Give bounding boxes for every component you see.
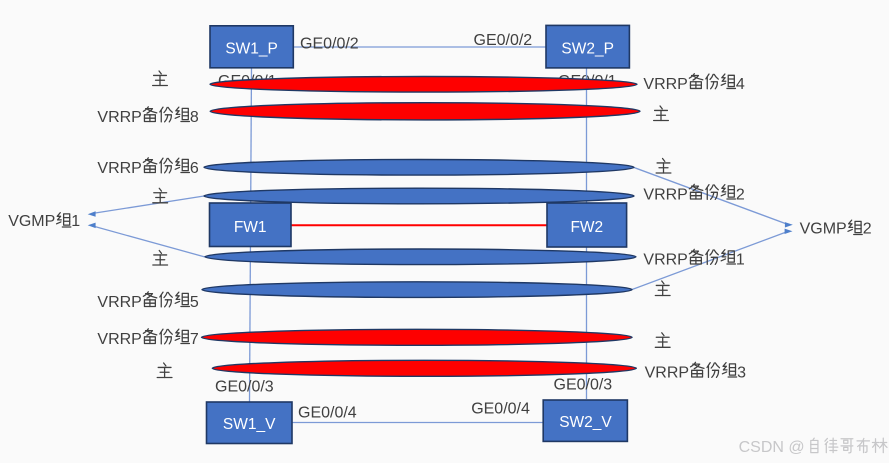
svg-text:CSDN @: CSDN @	[739, 439, 805, 456]
svg-text:VGMP: VGMP	[800, 221, 847, 238]
svg-text:7: 7	[190, 331, 199, 348]
svg-text:VGMP: VGMP	[8, 213, 55, 230]
svg-text:GE0/0/4: GE0/0/4	[471, 401, 530, 418]
svg-text:FW1: FW1	[234, 219, 267, 236]
svg-text:VRRP: VRRP	[97, 109, 141, 126]
svg-text:1: 1	[71, 213, 80, 230]
svg-text:2: 2	[863, 221, 872, 238]
svg-text:GE0/0/2: GE0/0/2	[474, 32, 533, 49]
svg-text:GE0/0/3: GE0/0/3	[554, 377, 613, 394]
svg-text:8: 8	[190, 109, 199, 126]
svg-text:SW1_V: SW1_V	[223, 416, 276, 433]
svg-text:GE0/0/4: GE0/0/4	[298, 404, 357, 421]
svg-text:VRRP: VRRP	[645, 365, 689, 382]
svg-text:VRRP: VRRP	[643, 252, 687, 269]
svg-text:SW2_P: SW2_P	[561, 40, 614, 57]
svg-text:VRRP: VRRP	[643, 187, 687, 204]
svg-text:GE0/0/3: GE0/0/3	[215, 379, 274, 396]
svg-text:SW2_V: SW2_V	[559, 414, 612, 431]
svg-text:GE0/0/2: GE0/0/2	[300, 36, 359, 53]
svg-text:3: 3	[737, 365, 746, 382]
svg-text:5: 5	[190, 294, 199, 311]
svg-text:VRRP: VRRP	[97, 331, 141, 348]
svg-text:VRRP: VRRP	[97, 294, 141, 311]
svg-text:SW1_P: SW1_P	[225, 40, 278, 57]
svg-text:FW2: FW2	[570, 219, 603, 236]
svg-text:4: 4	[736, 76, 745, 93]
svg-text:1: 1	[736, 252, 745, 269]
svg-text:6: 6	[190, 160, 199, 177]
svg-text:VRRP: VRRP	[97, 160, 141, 177]
svg-text:VRRP: VRRP	[643, 76, 687, 93]
svg-text:2: 2	[736, 187, 745, 204]
